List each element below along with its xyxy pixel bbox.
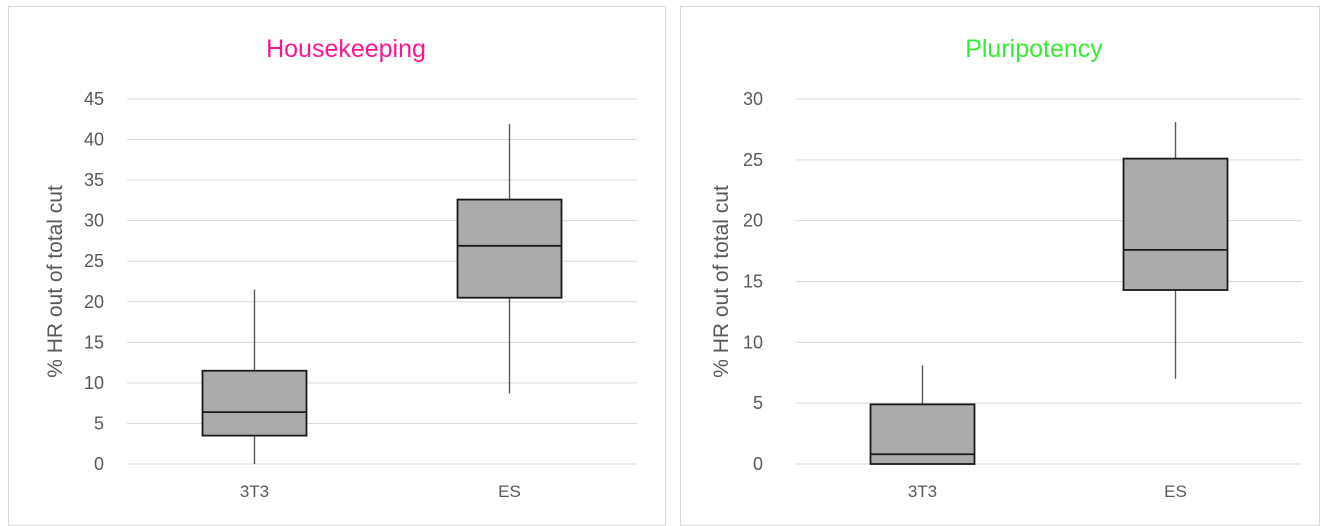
y-tick-label: 45: [84, 89, 104, 109]
chart-title: Housekeeping: [266, 35, 426, 63]
box-3t3: [869, 365, 976, 465]
x-tick-label: ES: [1164, 482, 1187, 501]
y-axis-label: % HR out of total cut: [710, 185, 733, 378]
chart-title: Pluripotency: [965, 35, 1103, 63]
y-tick-label: 15: [84, 332, 104, 352]
pluripotency-chart: Pluripotency 0 5 10 15 20 25 30 % HR out of tota…: [710, 35, 1302, 501]
y-tick-label: 5: [94, 413, 104, 433]
box-es: [1122, 122, 1229, 379]
y-tick-label: 10: [84, 373, 104, 393]
iqr-box: [1122, 157, 1229, 291]
pluripotency-chart-panel: Pluripotency 0 5 10 15 20 25 30 % HR out of tota…: [680, 6, 1320, 526]
x-tick-label: 3T3: [908, 482, 937, 501]
y-tick-label: 5: [753, 393, 763, 413]
iqr-box: [456, 198, 563, 299]
y-tick-label: 20: [84, 292, 104, 312]
box-3t3: [201, 289, 308, 464]
iqr-box: [201, 369, 308, 437]
y-tick-label: 25: [84, 251, 104, 271]
housekeeping-chart-panel: Housekeeping 0 5 10 15 20 25 30 35 40 45 % HR out o…: [8, 6, 666, 526]
y-tick-label: 15: [743, 272, 763, 292]
y-tick-label: 0: [753, 454, 763, 474]
y-tick-label: 30: [84, 211, 104, 231]
y-tick-label: 10: [743, 332, 763, 352]
y-axis-label: % HR out of total cut: [44, 185, 67, 378]
y-tick-label: 40: [84, 130, 104, 150]
housekeeping-chart: Housekeeping 0 5 10 15 20 25 30 35 40 45 % HR out o…: [44, 35, 637, 501]
x-tick-label: ES: [498, 482, 521, 501]
y-tick-label: 35: [84, 170, 104, 190]
box-es: [456, 124, 563, 394]
y-tick-label: 20: [743, 211, 763, 231]
y-tick-label: 25: [743, 150, 763, 170]
y-tick-label: 30: [743, 89, 763, 109]
y-tick-label: 0: [94, 454, 104, 474]
x-tick-label: 3T3: [240, 482, 269, 501]
